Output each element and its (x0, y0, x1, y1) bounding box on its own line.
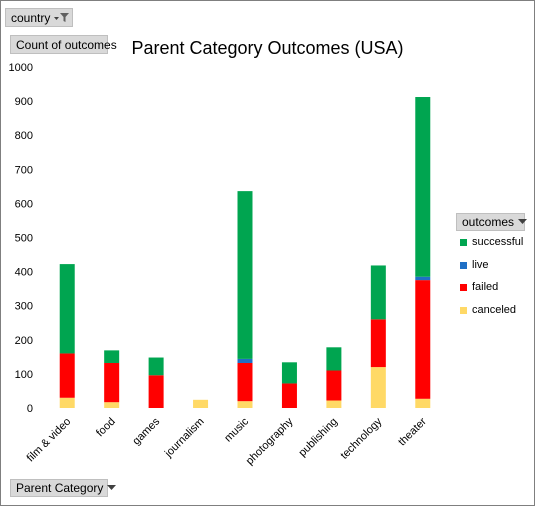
legend-item-live: live (460, 259, 489, 271)
y-tick-label: 400 (15, 267, 33, 279)
bar-successful (326, 347, 342, 371)
outcomes-legend-label: outcomes (462, 215, 515, 229)
bar-canceled (370, 367, 386, 408)
legend-swatch (460, 283, 467, 291)
bar-failed (326, 370, 342, 401)
y-tick-label: 500 (15, 233, 33, 245)
legend-swatch (460, 238, 467, 246)
filter-dropdown-icon (54, 12, 70, 23)
bar-successful (370, 265, 386, 320)
parent-category-label: Parent Category (16, 481, 104, 495)
y-tick-label: 300 (15, 301, 33, 313)
x-tick-label: photography (244, 415, 296, 467)
legend-label: successful (472, 236, 524, 248)
bar-successful (281, 362, 297, 384)
legend-label: failed (472, 281, 499, 293)
bar-canceled (326, 400, 342, 408)
bar-failed (370, 319, 386, 368)
bar-failed (237, 362, 253, 402)
y-tick-label: 900 (15, 96, 33, 108)
outcomes-legend-button[interactable]: outcomes (456, 213, 528, 231)
legend-label: canceled (472, 304, 517, 316)
bar-canceled (415, 398, 431, 408)
bar-canceled (193, 399, 209, 408)
bar-failed (281, 383, 297, 408)
bar-failed (104, 362, 120, 403)
bar-successful (59, 264, 75, 354)
y-tick-label: 0 (27, 403, 33, 415)
bar-live (237, 358, 253, 363)
bar-successful (148, 357, 164, 376)
y-tick-label: 1000 (9, 62, 33, 74)
x-tick-label: technology (338, 415, 384, 461)
x-tick-label: music (222, 415, 251, 444)
bar-successful (415, 97, 431, 277)
country-filter-label: country (11, 10, 51, 25)
bar-canceled (104, 402, 120, 408)
legend-label: live (472, 259, 489, 271)
legend-swatch (460, 261, 467, 269)
y-tick-label: 100 (15, 369, 33, 381)
y-tick-label: 600 (15, 198, 33, 210)
bar-live (415, 276, 431, 281)
y-tick-label: 800 (15, 130, 33, 142)
x-tick-label: food (94, 416, 118, 440)
values-field-button: Count of outcomes (10, 35, 117, 54)
x-tick-label: publishing (296, 416, 340, 460)
bar-successful (237, 191, 253, 359)
x-tick-label: film & video (25, 416, 74, 465)
bar-failed (59, 353, 75, 398)
country-filter-button[interactable]: country (5, 8, 73, 27)
legend-item-successful: successful (460, 236, 523, 248)
x-tick-label: theater (396, 415, 429, 448)
dropdown-arrow-icon (518, 219, 528, 225)
legend-swatch (460, 306, 467, 314)
bar-canceled (237, 401, 253, 408)
bar-failed (148, 375, 164, 408)
bar-canceled (59, 397, 75, 408)
dropdown-arrow-icon (107, 485, 117, 491)
x-tick-label: journalism (162, 416, 207, 461)
values-field-label: Count of outcomes (16, 37, 117, 52)
bar-successful (104, 350, 120, 363)
bar-failed (415, 280, 431, 399)
parent-category-button[interactable]: Parent Category (10, 479, 117, 497)
legend-item-failed: failed (460, 281, 498, 293)
y-tick-label: 200 (15, 335, 33, 347)
y-tick-label: 700 (15, 164, 33, 176)
legend-item-canceled: canceled (460, 304, 516, 316)
x-tick-label: games (130, 415, 162, 447)
chart-title: Parent Category Outcomes (USA) (131, 38, 404, 58)
